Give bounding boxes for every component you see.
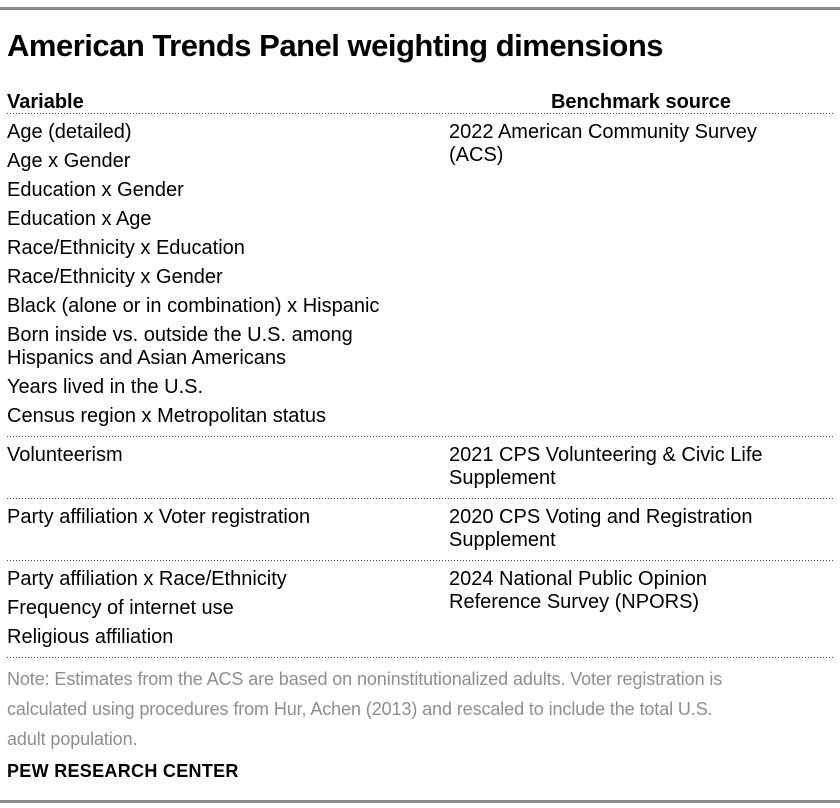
column-header-benchmark-source: Benchmark source [550, 91, 732, 113]
section-divider [7, 560, 833, 561]
benchmark-source-cell: 2022 American Community Survey (ACS) [449, 121, 757, 166]
page-title: American Trends Panel weighting dimensio… [7, 28, 664, 63]
variable-item: Education x Age [7, 208, 152, 230]
section-divider [7, 498, 833, 499]
variable-item: Age (detailed) [7, 121, 132, 143]
variable-item: Census region x Metropolitan status [7, 405, 327, 427]
table-section-acs: Age (detailed) Age x Gender Education x … [7, 114, 833, 436]
weighting-table: Variable Benchmark source Age (detailed)… [7, 91, 833, 658]
variable-cell: Age (detailed) Age x Gender Education x … [7, 121, 449, 428]
variable-item: Race/Ethnicity x Education [7, 237, 245, 259]
header-divider [7, 113, 833, 114]
benchmark-source-cell: 2021 CPS Volunteering & Civic Life Suppl… [449, 444, 763, 489]
figure: American Trends Panel weighting dimensio… [7, 28, 833, 781]
benchmark-source-cell: 2020 CPS Voting and Registration Supplem… [449, 506, 753, 551]
table-section-voter-registration: Party affiliation x Voter registration 2… [7, 499, 833, 560]
column-header-variable: Variable [7, 91, 84, 113]
variable-item: Volunteerism [7, 444, 123, 466]
variable-item: Race/Ethnicity x Gender [7, 266, 223, 288]
variable-item: Religious affiliation [7, 626, 174, 648]
benchmark-source-cell: 2024 National Public Opinion Reference S… [449, 568, 707, 613]
variable-item: Black (alone or in combination) x Hispan… [7, 295, 380, 317]
variable-cell: Volunteerism [7, 444, 449, 490]
variable-item: Education x Gender [7, 179, 184, 201]
variable-item: Age x Gender [7, 150, 131, 172]
variable-cell: Party affiliation x Race/Ethnicity Frequ… [7, 568, 449, 649]
table-header-row: Variable Benchmark source [7, 91, 833, 113]
variable-cell: Party affiliation x Voter registration [7, 506, 449, 552]
table-section-npors: Party affiliation x Race/Ethnicity Frequ… [7, 561, 833, 657]
variable-item: Born inside vs. outside the U.S. among H… [7, 324, 353, 369]
variable-item: Frequency of internet use [7, 597, 234, 619]
table-bottom-divider [7, 657, 833, 658]
variable-item: Party affiliation x Race/Ethnicity [7, 568, 287, 590]
note-text: Note: Estimates from the ACS are based o… [7, 669, 723, 749]
table-section-volunteerism: Volunteerism 2021 CPS Volunteering & Civ… [7, 437, 833, 498]
variable-item: Years lived in the U.S. [7, 376, 204, 398]
bottom-accent-bar [0, 800, 840, 803]
source-label: PEW RESEARCH CENTER [7, 761, 239, 781]
top-accent-bar [0, 7, 840, 10]
section-divider [7, 436, 833, 437]
variable-item: Party affiliation x Voter registration [7, 506, 311, 528]
